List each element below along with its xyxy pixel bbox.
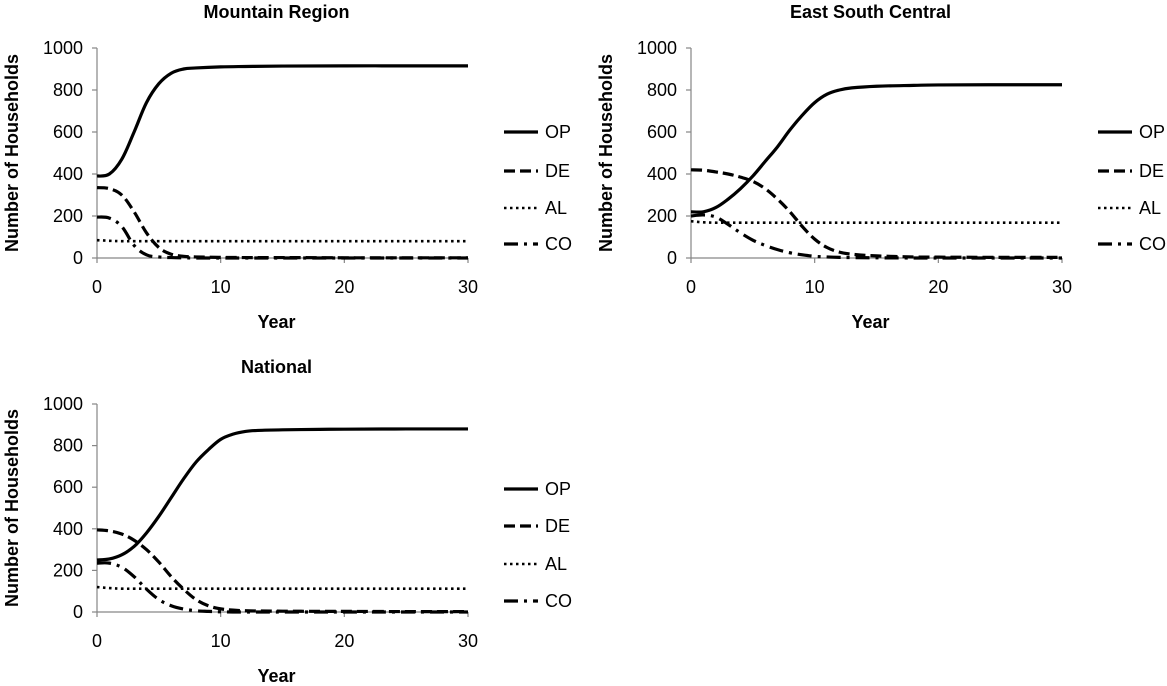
y-tick-label: 200 (53, 206, 83, 226)
y-tick-label: 200 (647, 206, 677, 226)
series-line-al (96, 238, 468, 243)
x-tick-label: 0 (686, 277, 696, 297)
x-tick-label: 30 (458, 631, 478, 651)
chart-title: Mountain Region (204, 2, 350, 22)
series-line-op (96, 427, 469, 562)
x-tick-label: 10 (211, 277, 231, 297)
x-tick-label: 30 (458, 277, 478, 297)
y-tick-label: 600 (53, 122, 83, 142)
legend-label-co: CO (545, 591, 572, 611)
series-line-al (690, 219, 1062, 225)
chart-panel-2: National 0 200 400 600 800 1000 0 10 20 30 Year Numb… (2, 357, 572, 686)
y-tick-label: 400 (647, 164, 677, 184)
y-tick-label: 400 (53, 164, 83, 184)
x-tick-label: 0 (92, 631, 102, 651)
y-axis-label: Number of Households (2, 54, 22, 252)
y-tick-label: 800 (647, 80, 677, 100)
series-line-op (690, 83, 1063, 214)
legend-label-al: AL (545, 198, 567, 218)
y-tick-label: 0 (73, 602, 83, 622)
y-tick-label: 1000 (43, 38, 83, 58)
y-axis-label: Number of Households (596, 54, 616, 252)
y-axis-label: Number of Households (2, 409, 22, 607)
y-tick-label: 400 (53, 519, 83, 539)
x-axis-label: Year (851, 312, 889, 332)
series-line-co (96, 215, 468, 260)
x-axis-label: Year (257, 312, 295, 332)
x-tick-label: 20 (928, 277, 948, 297)
x-tick-label: 10 (805, 277, 825, 297)
chart-title: East South Central (790, 2, 951, 22)
x-tick-label: 20 (334, 277, 354, 297)
y-tick-label: 800 (53, 436, 83, 456)
series-line-co (96, 561, 468, 614)
y-tick-label: 1000 (637, 38, 677, 58)
series-line-op (96, 64, 468, 178)
series-line-de (690, 168, 1063, 259)
series-line-de (96, 186, 468, 260)
legend-label-al: AL (545, 554, 567, 574)
x-tick-label: 30 (1052, 277, 1072, 297)
series-line-de (96, 528, 469, 614)
y-tick-label: 600 (53, 477, 83, 497)
legend-label-de: DE (545, 161, 570, 181)
x-tick-label: 0 (92, 277, 102, 297)
chart-panel-1: East South Central 0 200 400 600 800 1000 0 10 20… (596, 2, 1166, 332)
legend-label-de: DE (1139, 161, 1164, 181)
y-tick-label: 200 (53, 560, 83, 580)
legend-label-co: CO (545, 234, 572, 254)
series-line-co (690, 213, 1062, 260)
legend-label-op: OP (1139, 122, 1165, 142)
chart-panel-0: Mountain Region 0 200 400 600 800 1000 0 10 20 30 Y… (2, 2, 572, 332)
y-tick-label: 1000 (43, 394, 83, 414)
y-tick-label: 0 (73, 248, 83, 268)
chart-title: National (241, 357, 312, 377)
y-tick-label: 0 (667, 248, 677, 268)
x-axis-label: Year (257, 666, 295, 686)
legend-label-al: AL (1139, 198, 1161, 218)
legend-label-co: CO (1139, 234, 1166, 254)
legend-label-op: OP (545, 479, 571, 499)
series-line-al (96, 585, 468, 591)
y-tick-label: 800 (53, 80, 83, 100)
x-tick-label: 10 (211, 631, 231, 651)
x-tick-label: 20 (334, 631, 354, 651)
y-tick-label: 600 (647, 122, 677, 142)
legend-label-op: OP (545, 122, 571, 142)
legend-label-de: DE (545, 516, 570, 536)
